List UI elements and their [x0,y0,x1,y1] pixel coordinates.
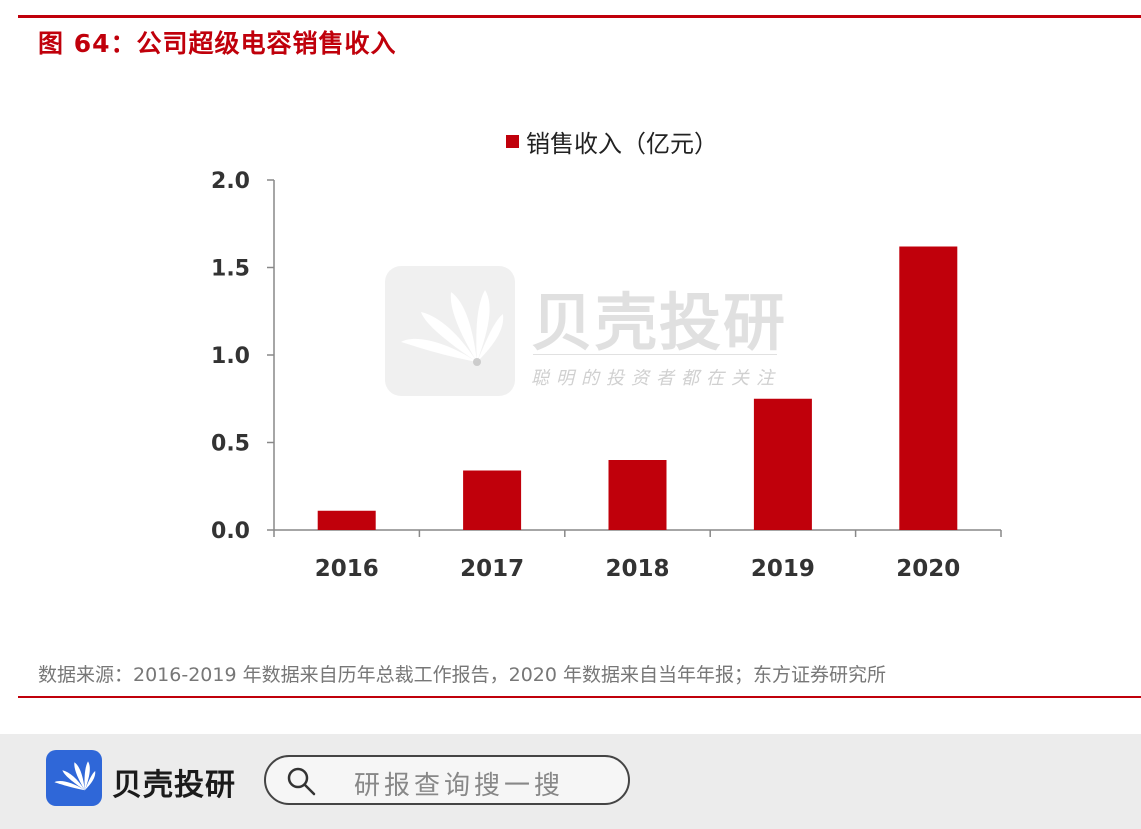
y-tick-label: 2.0 [211,169,250,194]
legend-swatch [506,135,519,148]
bottom-rule [18,696,1141,698]
x-tick-label: 2019 [751,556,815,582]
y-tick-label: 0.5 [211,432,250,457]
brand-name[interactable]: 贝壳投研 [112,768,236,803]
bar-2020 [899,246,958,530]
bar-2018 [608,460,667,530]
shell-fan-icon [54,761,96,791]
bar-chart: 0.0 0.5 1.0 1.5 2.0 2016 2017 2018 2019 2020 [211,169,1002,582]
brand-logo[interactable] [46,750,102,806]
bar-2019 [753,398,812,530]
search-placeholder: 研报查询搜一搜 [354,771,565,801]
search-icon [287,767,316,796]
x-tick-label: 2016 [315,556,379,582]
x-tick-label: 2018 [605,556,669,582]
bar-2016 [317,510,376,530]
y-tick-label: 0.0 [211,519,250,544]
x-tick-label: 2020 [896,556,960,582]
chart-legend: 销售收入（亿元） [506,124,718,159]
top-rule [18,15,1141,18]
legend-label: 销售收入（亿元） [526,130,718,158]
search-input[interactable]: 研报查询搜一搜 [264,755,630,805]
y-tick-label: 1.5 [211,257,250,282]
data-source-note: 数据来源：2016-2019 年数据来自历年总裁工作报告，2020 年数据来自当… [38,664,886,686]
bar-2017 [463,470,522,530]
y-tick-label: 1.0 [211,344,250,369]
footer-bar: 贝壳投研 研报查询搜一搜 [0,734,1141,829]
x-tick-label: 2017 [460,556,524,582]
figure-title: 图 64：公司超级电容销售收入 [38,29,397,58]
